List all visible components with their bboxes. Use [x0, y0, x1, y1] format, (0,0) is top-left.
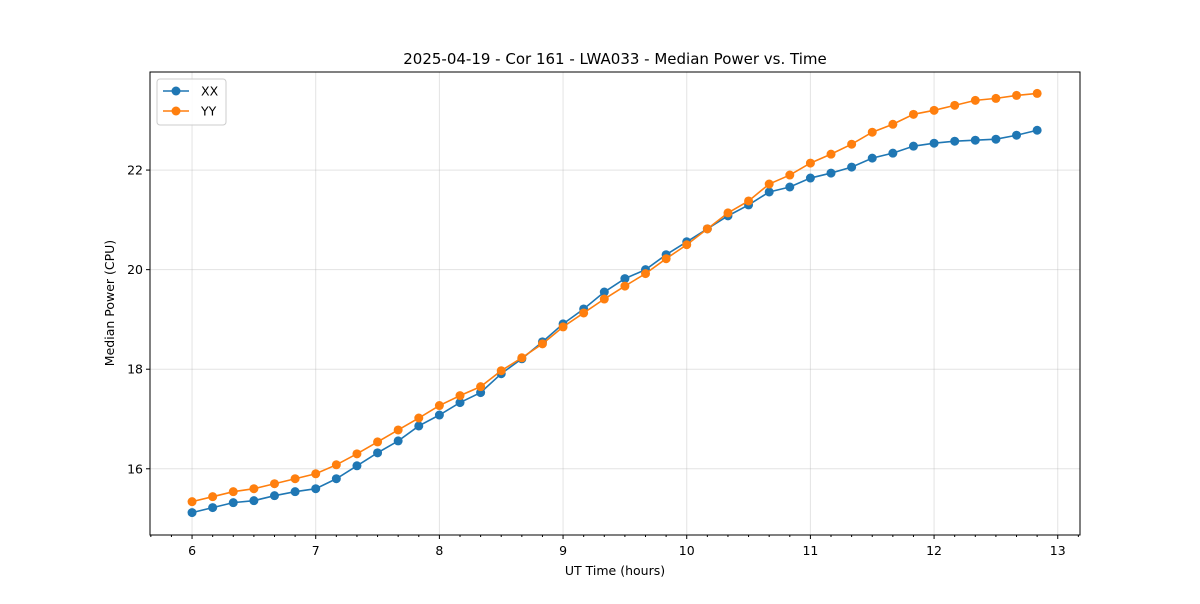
legend-marker-yy	[171, 106, 181, 116]
data-point-xx	[826, 168, 836, 178]
x-tick-label: 6	[188, 543, 196, 558]
data-point-yy	[249, 484, 259, 494]
data-point-xx	[373, 448, 383, 458]
x-axis-label: UT Time (hours)	[565, 563, 665, 578]
data-point-yy	[269, 479, 279, 489]
data-point-yy	[228, 487, 238, 497]
data-point-xx	[1032, 125, 1042, 135]
data-point-yy	[1032, 88, 1042, 98]
data-point-yy	[393, 425, 403, 435]
data-point-yy	[867, 127, 877, 137]
data-point-xx	[290, 487, 300, 497]
legend: XX YY	[156, 78, 227, 126]
data-point-xx	[764, 187, 774, 197]
x-tick-label: 11	[802, 543, 818, 558]
data-point-yy	[682, 240, 692, 250]
data-point-yy	[373, 437, 383, 447]
data-point-xx	[805, 173, 815, 183]
legend-label-yy: YY	[200, 104, 217, 119]
data-point-xx	[908, 141, 918, 151]
series-line-xx	[191, 129, 1038, 514]
data-point-yy	[579, 308, 589, 318]
data-point-yy	[723, 208, 733, 218]
data-point-yy	[620, 281, 630, 291]
legend-label-xx: XX	[201, 84, 219, 99]
data-point-yy	[785, 170, 795, 180]
data-point-yy	[537, 339, 547, 349]
x-tick-label: 12	[926, 543, 942, 558]
data-point-yy	[764, 179, 774, 189]
y-tick-label: 20	[127, 262, 143, 277]
data-point-xx	[249, 496, 259, 506]
data-point-yy	[331, 460, 341, 470]
y-tick-label: 18	[127, 362, 143, 377]
data-point-xx	[228, 498, 238, 508]
data-point-xx	[331, 474, 341, 484]
data-point-xx	[187, 508, 197, 518]
data-point-yy	[661, 254, 671, 264]
data-point-yy	[888, 119, 898, 129]
data-point-yy	[311, 469, 321, 479]
data-point-yy	[290, 474, 300, 484]
data-point-yy	[641, 269, 651, 279]
data-point-xx	[269, 491, 279, 501]
data-point-yy	[599, 294, 609, 304]
data-point-yy	[744, 196, 754, 206]
data-point-xx	[991, 134, 1001, 144]
data-point-xx	[352, 461, 362, 471]
series-line-yy	[191, 92, 1038, 503]
data-point-yy	[352, 449, 362, 459]
x-tick-label: 10	[679, 543, 695, 558]
data-point-yy	[517, 353, 527, 363]
data-point-yy	[187, 497, 197, 507]
data-point-xx	[311, 484, 321, 494]
data-point-yy	[455, 391, 465, 401]
data-point-xx	[888, 148, 898, 158]
x-tick-label: 9	[559, 543, 567, 558]
data-point-xx	[620, 274, 630, 284]
series-yy	[187, 88, 1042, 507]
y-tick-label: 16	[127, 461, 143, 476]
data-point-xx	[970, 135, 980, 145]
data-point-yy	[414, 413, 424, 423]
data-point-yy	[1012, 90, 1022, 100]
x-tick-label: 7	[312, 543, 320, 558]
data-point-xx	[847, 162, 857, 172]
y-tick-label: 22	[127, 163, 143, 178]
chart-title: 2025-04-19 - Cor 161 - LWA033 - Median P…	[403, 50, 827, 68]
data-point-yy	[929, 105, 939, 115]
data-point-xx	[867, 153, 877, 163]
x-tick-label: 13	[1050, 543, 1066, 558]
data-point-xx	[1012, 130, 1022, 140]
data-point-yy	[496, 366, 506, 376]
data-point-yy	[805, 158, 815, 168]
data-point-xx	[929, 138, 939, 148]
x-tick-label: 8	[435, 543, 443, 558]
data-point-yy	[991, 93, 1001, 103]
data-point-yy	[476, 382, 486, 392]
y-axis-label: Median Power (CPU)	[102, 240, 117, 366]
data-point-xx	[950, 136, 960, 146]
data-point-xx	[434, 410, 444, 420]
data-point-yy	[434, 401, 444, 411]
data-point-xx	[599, 287, 609, 297]
data-point-yy	[950, 100, 960, 110]
plot-frame	[149, 71, 1081, 536]
data-point-yy	[908, 109, 918, 119]
legend-marker-xx	[171, 86, 181, 96]
data-point-yy	[208, 492, 218, 502]
data-point-yy	[826, 149, 836, 159]
data-point-yy	[847, 139, 857, 149]
data-point-xx	[785, 182, 795, 192]
data-point-yy	[702, 224, 712, 234]
data-point-yy	[970, 95, 980, 105]
data-point-yy	[558, 322, 568, 332]
data-point-xx	[455, 398, 465, 408]
data-point-xx	[208, 503, 218, 513]
data-point-xx	[393, 436, 403, 446]
data-point-xx	[414, 421, 424, 431]
